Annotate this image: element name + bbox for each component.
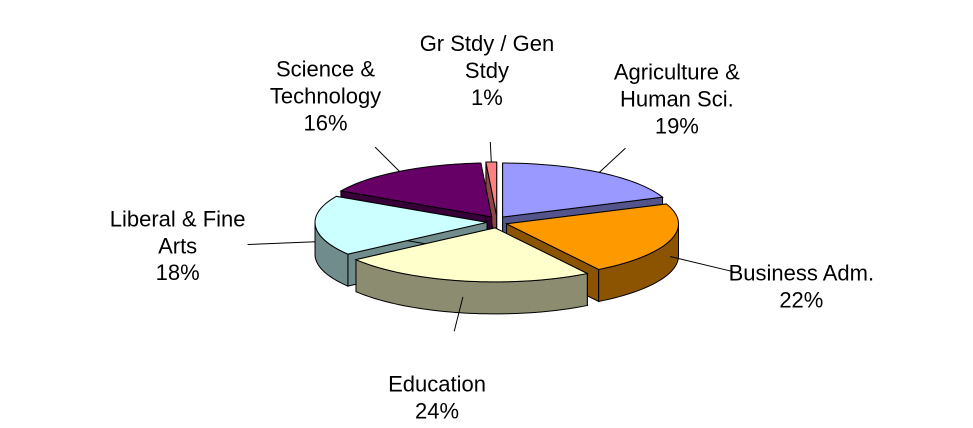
value-label: 22% xyxy=(779,287,823,312)
slice xyxy=(485,161,498,249)
value-label: 24% xyxy=(415,398,459,423)
value-label: 18% xyxy=(156,260,200,285)
leader-line xyxy=(374,146,400,172)
slice-top xyxy=(339,162,493,218)
category-label: Science & Technology xyxy=(270,56,381,108)
leader-line xyxy=(598,147,626,173)
value-label: 1% xyxy=(471,85,503,110)
leader-line xyxy=(453,296,464,332)
category-label: Education xyxy=(388,371,486,396)
slice-top xyxy=(354,227,589,283)
value-label: 16% xyxy=(304,110,348,135)
slice-top xyxy=(504,203,680,270)
slice xyxy=(354,227,589,315)
leader-line xyxy=(489,141,492,163)
leader-line xyxy=(247,241,316,246)
slice-top xyxy=(502,162,664,218)
value-label: 19% xyxy=(655,113,699,138)
category-label: Agriculture & Human Sci. xyxy=(614,59,740,111)
slice-top xyxy=(485,161,498,217)
category-label: Gr Stdy / Gen Stdy xyxy=(420,31,555,83)
slice-top xyxy=(314,195,488,255)
leader-line xyxy=(669,256,734,273)
category-label: Business Adm. xyxy=(729,260,875,285)
category-label: Liberal & Fine Arts xyxy=(110,206,246,258)
